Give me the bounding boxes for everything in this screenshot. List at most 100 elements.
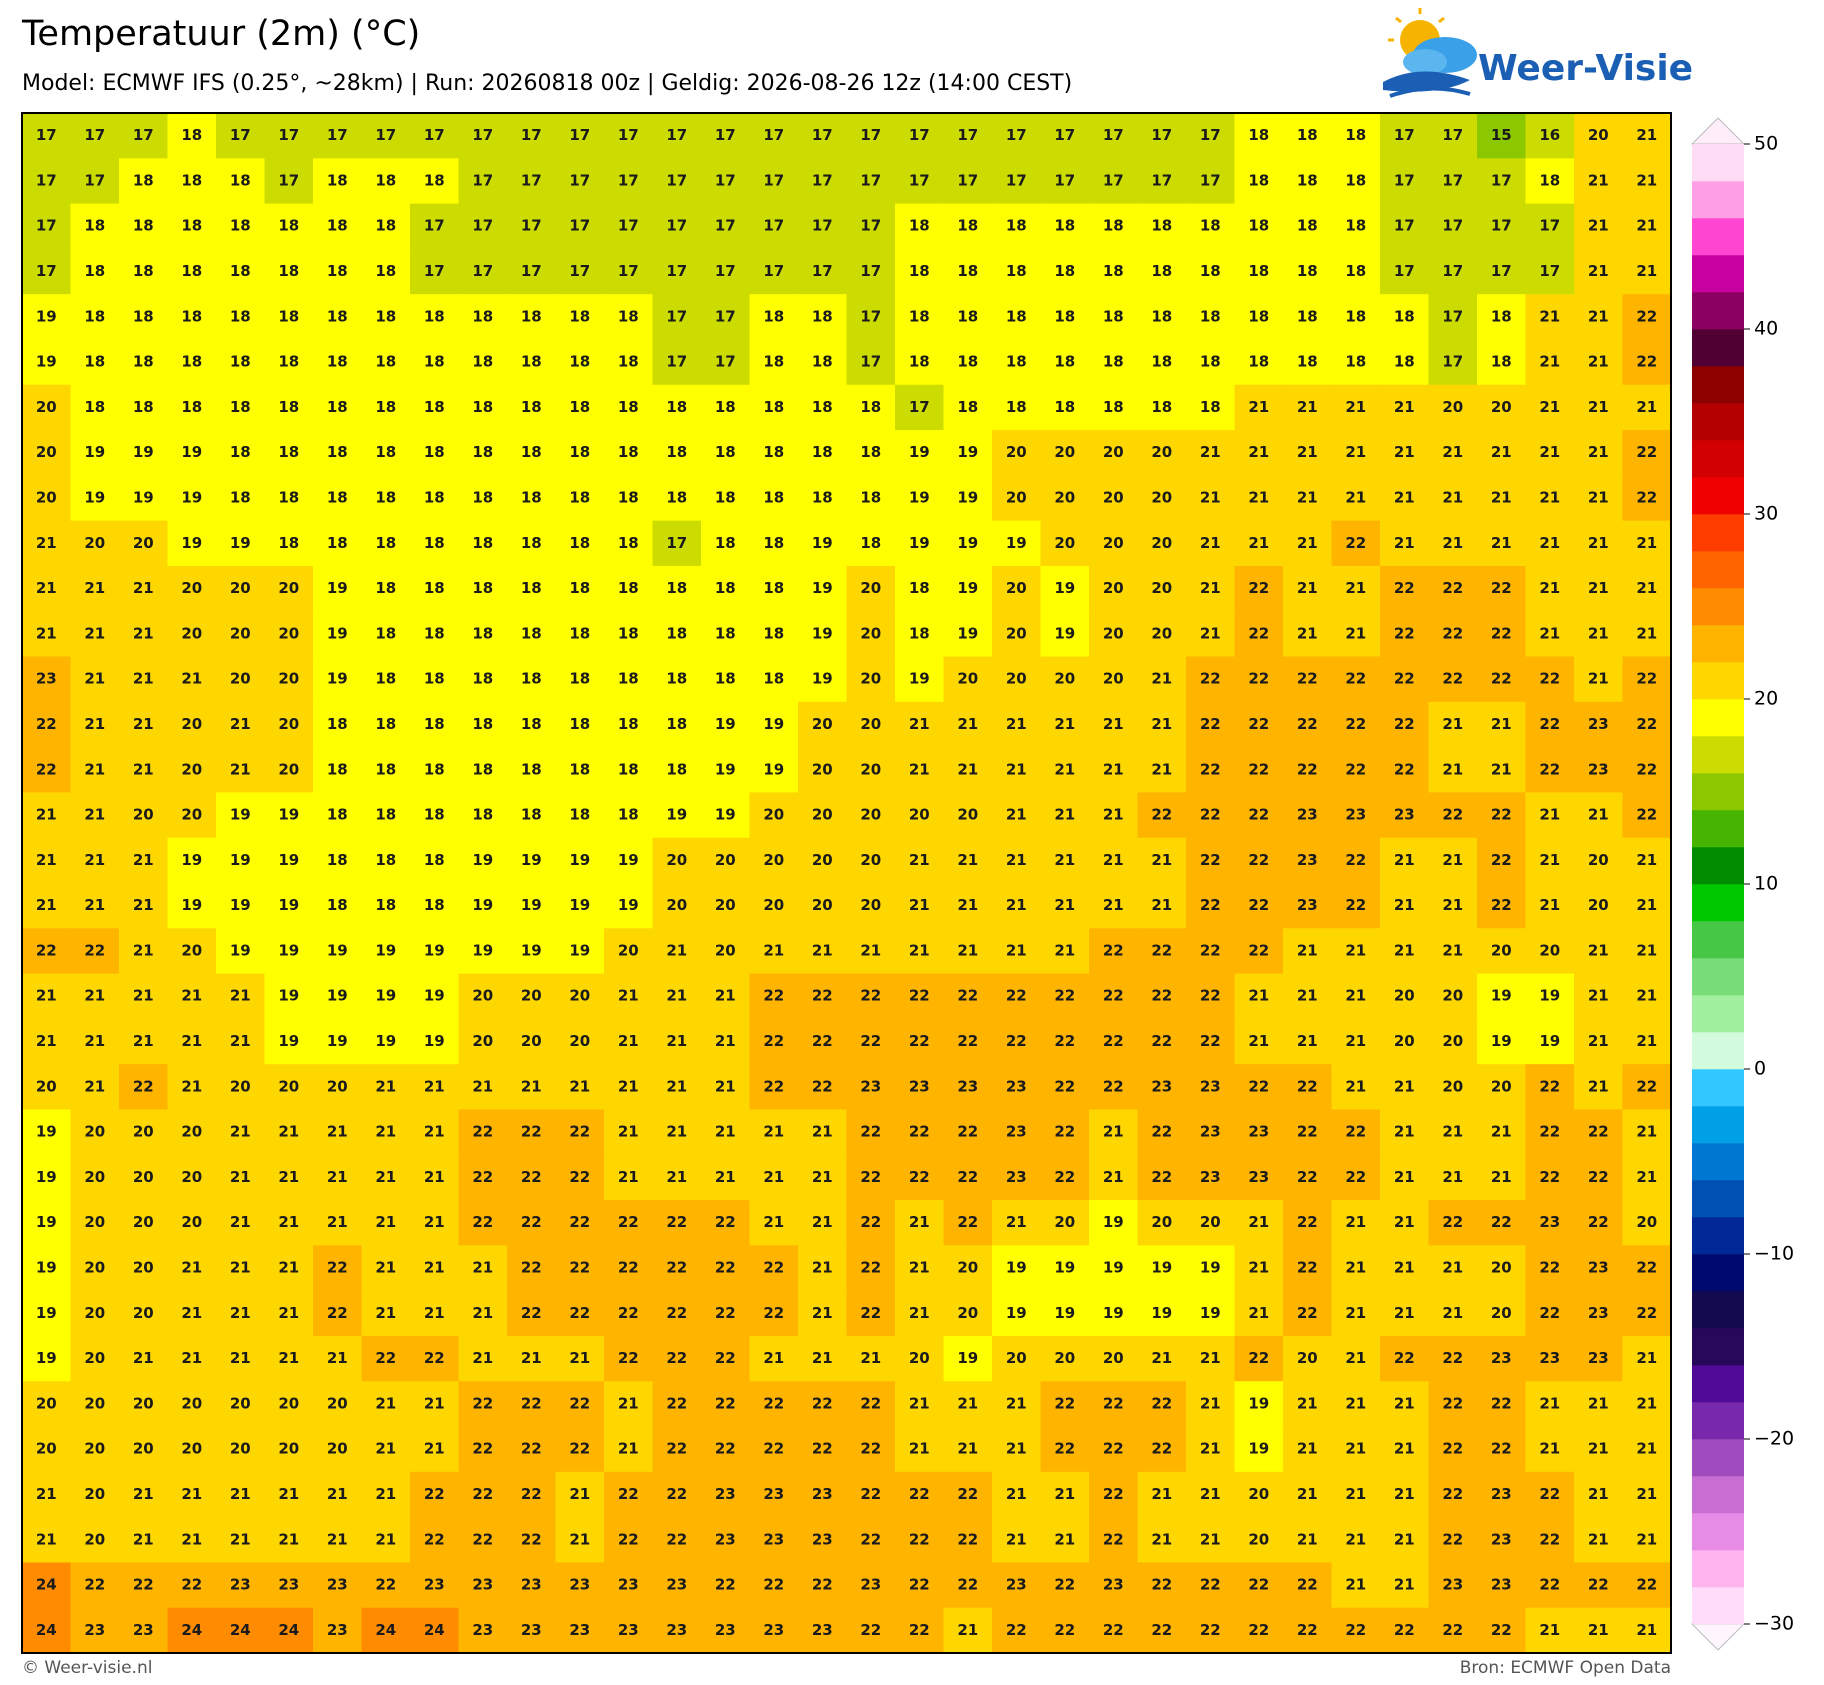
temperature-label: 21 — [618, 1394, 639, 1412]
temperature-label: 21 — [327, 1213, 348, 1231]
cell — [1525, 973, 1575, 1020]
temperature-label: 21 — [1539, 806, 1560, 824]
cell — [410, 294, 459, 340]
temperature-label: 17 — [763, 262, 784, 280]
temperature-label: 18 — [618, 398, 639, 416]
cell — [1283, 248, 1332, 295]
cell — [1622, 1018, 1672, 1065]
cell — [1234, 928, 1284, 975]
temperature-label: 18 — [763, 624, 784, 642]
cell — [22, 339, 71, 386]
temperature-label: 22 — [1200, 941, 1221, 959]
cell — [846, 928, 896, 975]
temperature-label: 18 — [181, 398, 202, 416]
cell — [167, 1154, 217, 1201]
temperature-label: 22 — [957, 1530, 978, 1548]
cell — [992, 384, 1041, 431]
temperature-label: 17 — [1442, 126, 1463, 144]
cell — [458, 792, 508, 839]
cell — [264, 701, 314, 748]
temperature-label: 19 — [909, 489, 930, 507]
temperature-label: 21 — [1636, 262, 1657, 280]
cell — [70, 248, 120, 295]
temperature-label: 22 — [1491, 1440, 1512, 1458]
temperature-label: 18 — [812, 353, 833, 371]
temperature-label: 22 — [1200, 851, 1221, 869]
temperature-label: 21 — [1491, 443, 1512, 461]
temperature-label: 19 — [763, 715, 784, 733]
cell — [604, 475, 653, 522]
cell — [507, 1109, 556, 1156]
temperature-label: 21 — [1394, 1530, 1415, 1548]
cell — [1380, 1018, 1429, 1065]
temperature-label: 21 — [1636, 1621, 1657, 1639]
temperature-label: 24 — [181, 1621, 202, 1639]
cell — [1186, 1109, 1235, 1156]
temperature-label: 21 — [569, 1077, 590, 1095]
cell — [555, 1109, 605, 1156]
cell — [555, 1471, 605, 1518]
temperature-label: 18 — [569, 806, 590, 824]
temperature-label: 23 — [1248, 1123, 1269, 1141]
cell — [1525, 1517, 1575, 1563]
cell — [1477, 1154, 1526, 1201]
cell — [458, 611, 508, 658]
cell — [507, 837, 556, 884]
cell — [167, 928, 217, 975]
temperature-label: 22 — [472, 1394, 493, 1412]
cell — [895, 883, 944, 929]
temperature-label: 22 — [1345, 896, 1366, 914]
cell — [1428, 1517, 1478, 1563]
temperature-label: 20 — [1442, 1077, 1463, 1095]
temperature-label: 19 — [957, 443, 978, 461]
temperature-label: 21 — [278, 1485, 299, 1503]
cell — [846, 475, 896, 522]
temperature-label: 21 — [1588, 398, 1609, 416]
cell — [507, 565, 556, 612]
cell — [1525, 611, 1575, 658]
cell — [1622, 339, 1672, 386]
temperature-label: 17 — [521, 126, 542, 144]
cell — [264, 203, 314, 250]
temperature-label: 19 — [133, 443, 154, 461]
cell — [507, 294, 556, 340]
temperature-label: 18 — [133, 307, 154, 325]
cell — [943, 1562, 993, 1609]
cell — [1137, 701, 1187, 748]
cell — [507, 973, 556, 1020]
cell — [1574, 1562, 1623, 1609]
cell — [1186, 1154, 1235, 1201]
temperature-label: 22 — [1636, 670, 1657, 688]
cell — [1574, 520, 1623, 567]
cell — [1428, 1200, 1478, 1246]
temperature-label: 21 — [1636, 987, 1657, 1005]
cell — [22, 158, 71, 205]
cell — [1234, 158, 1284, 205]
cell — [652, 1562, 702, 1609]
cell — [943, 837, 993, 884]
temperature-label: 22 — [812, 1576, 833, 1594]
cell — [701, 1200, 750, 1246]
temperature-label: 20 — [1491, 398, 1512, 416]
temperature-label: 22 — [715, 1304, 736, 1322]
temperature-label: 22 — [1151, 1440, 1172, 1458]
cell — [652, 294, 702, 340]
cell — [943, 611, 993, 658]
temperature-label: 21 — [1297, 579, 1318, 597]
temperature-label: 21 — [36, 1530, 57, 1548]
cell — [264, 837, 314, 884]
temperature-label: 23 — [278, 1576, 299, 1594]
cell — [992, 430, 1041, 476]
temperature-label: 22 — [618, 1349, 639, 1367]
cell — [1428, 1018, 1478, 1065]
cell — [216, 203, 265, 250]
cell — [798, 294, 847, 340]
temperature-label: 18 — [181, 217, 202, 235]
cell — [846, 1426, 896, 1473]
cell — [1477, 701, 1526, 748]
cell — [1040, 883, 1090, 929]
temperature-label: 22 — [957, 1576, 978, 1594]
temperature-label: 19 — [1103, 1304, 1124, 1322]
cell — [555, 339, 605, 386]
cell — [410, 837, 459, 884]
